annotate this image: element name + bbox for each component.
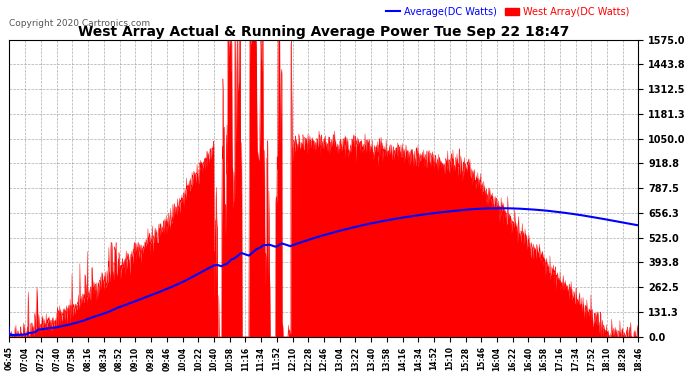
Text: Copyright 2020 Cartronics.com: Copyright 2020 Cartronics.com [9,19,150,28]
Legend: Average(DC Watts), West Array(DC Watts): Average(DC Watts), West Array(DC Watts) [382,3,633,21]
Title: West Array Actual & Running Average Power Tue Sep 22 18:47: West Array Actual & Running Average Powe… [78,25,569,39]
